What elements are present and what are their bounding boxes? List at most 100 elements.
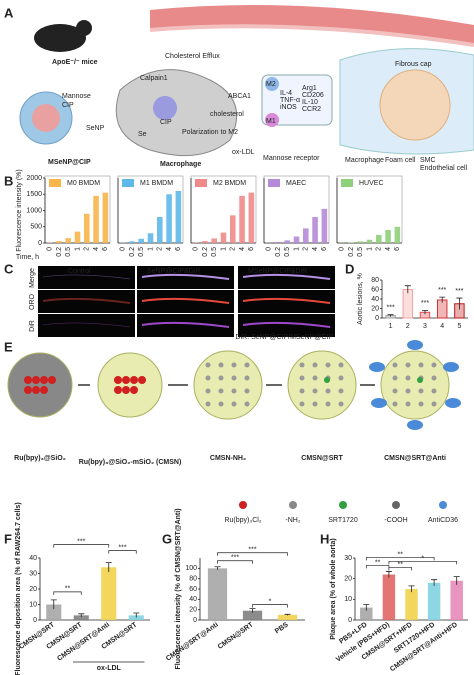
mouse-head — [76, 20, 92, 36]
diagram-label: CIP — [160, 119, 172, 126]
x-tick-label: 0 — [265, 247, 272, 251]
pore — [325, 362, 331, 368]
x-tick-label: 6 — [321, 247, 328, 251]
row-label: DiR — [29, 320, 36, 332]
tissue-signal — [242, 297, 331, 304]
diagram-label: Polarization to M2 — [182, 129, 238, 136]
error-bar — [105, 562, 112, 572]
pore — [312, 375, 318, 381]
x-tick-label: 0.5 — [211, 247, 218, 257]
y-axis-label: Plaque area (% of whole aorta) — [330, 538, 337, 640]
bar — [248, 192, 255, 243]
error-bar — [50, 599, 57, 610]
x-tick-label: 0.5 — [357, 247, 364, 257]
bar — [230, 215, 236, 243]
bar — [427, 582, 441, 620]
sphere — [97, 352, 163, 418]
tissue-signal — [242, 321, 331, 328]
x-tick-label: 3 — [423, 323, 427, 330]
x-tick-label: 2 — [376, 247, 383, 251]
bar — [284, 240, 290, 243]
y-tick-label: 20 — [344, 576, 352, 583]
bar — [402, 289, 414, 319]
pore — [205, 362, 211, 368]
significance: *** — [248, 547, 256, 554]
diagram-label: Mannose receptor — [263, 155, 320, 162]
micrograph — [238, 290, 335, 313]
pore — [431, 388, 437, 394]
significance: *** — [438, 287, 446, 294]
tissue-signal — [141, 273, 230, 280]
x-tick-label: 1 — [220, 247, 227, 251]
x-tick-label: 1 — [147, 247, 154, 251]
drug — [324, 377, 330, 383]
diagram-label: Endothelial cell — [420, 165, 468, 172]
pore — [244, 401, 250, 407]
y-tick-label: 2000 — [26, 175, 42, 182]
bar — [275, 242, 281, 243]
bracket — [365, 557, 435, 561]
pore — [299, 362, 305, 368]
dye — [114, 376, 122, 384]
legend-label: SRT1720 — [328, 517, 358, 524]
y-tick-label: 80 — [189, 576, 197, 583]
significance: *** — [77, 538, 85, 545]
x-tick-label: 1 — [366, 247, 373, 251]
mouse — [34, 24, 86, 52]
antibody — [445, 398, 461, 408]
bracket — [365, 565, 390, 569]
bar — [220, 232, 227, 243]
pore — [299, 388, 305, 394]
x-tick-label: 4 — [239, 247, 246, 251]
panel-a-art — [19, 5, 474, 157]
dye — [130, 376, 138, 384]
micrograph — [38, 314, 135, 337]
x-tick-label: 6 — [394, 247, 401, 251]
x-tick-label: PBS — [274, 621, 290, 635]
step-label: CMSN@SRT — [301, 455, 343, 462]
diagram-label: TNF-α — [280, 97, 300, 104]
macrophage — [115, 69, 238, 157]
diagram-label: Calpain1 — [140, 75, 168, 82]
x-tick-label: 4 — [440, 323, 444, 330]
x-tick-label: 2 — [230, 247, 237, 251]
significance: *** — [231, 555, 239, 562]
pore — [392, 388, 398, 394]
pore — [338, 388, 344, 394]
y-tick-label: 40 — [29, 555, 37, 562]
y-tick-label: 20 — [29, 586, 37, 593]
bracket — [217, 560, 253, 564]
error-bar — [404, 285, 411, 294]
error-bar — [249, 608, 256, 613]
pore — [299, 401, 305, 407]
pore — [312, 401, 318, 407]
y-tick-label: 0 — [33, 617, 37, 624]
x-tick-label: 4 — [385, 247, 392, 251]
pore — [338, 362, 344, 368]
pore — [338, 401, 344, 407]
bar — [357, 241, 363, 243]
antibody — [443, 362, 459, 372]
legend-label: Ru(bpy)₃Cl₂ — [224, 517, 261, 524]
pore — [218, 401, 224, 407]
image-note: DiR: SeNP@CIP/MSeNP@CIP — [236, 334, 334, 341]
y-tick-label: 60 — [371, 286, 379, 293]
pore — [418, 388, 424, 394]
panel-title: HUVEC — [359, 180, 384, 187]
panel-c-images — [38, 266, 335, 337]
diagram-label: M1 — [266, 118, 276, 125]
significance: ** — [65, 586, 71, 593]
y-tick-label: 0 — [375, 315, 379, 322]
bar — [376, 234, 382, 243]
error-bar — [214, 566, 221, 570]
x-tick-label: 2 — [157, 247, 164, 251]
bar — [74, 231, 81, 243]
pore — [218, 388, 224, 394]
error-bar — [363, 604, 370, 611]
pore — [218, 375, 224, 381]
sphere — [193, 350, 263, 420]
panel-title: M0 BMDM — [67, 180, 100, 187]
x-tick-label: 0 — [119, 247, 126, 251]
